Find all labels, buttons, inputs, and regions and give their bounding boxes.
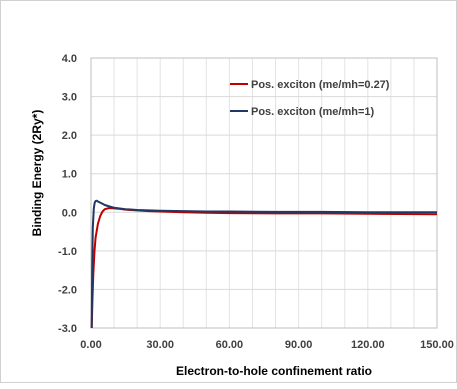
y-axis-title: Binding Energy (2Ry*) <box>30 110 44 237</box>
x-tick-label: 120.00 <box>351 339 385 351</box>
y-tick-label: 0.0 <box>62 207 77 219</box>
legend-label-series-1: Pos. exciton (me/mh=0.27) <box>251 79 390 91</box>
legend-label-series-2: Pos. exciton (me/mh=1) <box>251 106 375 118</box>
y-tick-label: 1.0 <box>62 169 77 181</box>
y-tick-label: -1.0 <box>58 246 77 258</box>
y-tick-label: 3.0 <box>62 92 77 104</box>
y-tick-label: 2.0 <box>62 130 77 142</box>
y-tick-label: -2.0 <box>58 284 77 296</box>
y-tick-label: 4.0 <box>62 53 77 65</box>
tick-labels: -3.0 -2.0 -1.0 0.0 1.0 2.0 3.0 4.0 0.00 30.00 60.0… <box>58 53 454 351</box>
series-line-1 <box>90 207 438 329</box>
x-tick-label: 60.00 <box>216 339 244 351</box>
y-tick-label: -3.0 <box>58 323 77 335</box>
legend: Pos. exciton (me/mh=0.27) Pos. exciton (… <box>230 79 390 118</box>
x-tick-label: 150.00 <box>420 339 454 351</box>
x-tick-label: 30.00 <box>146 339 174 351</box>
grid-layer <box>90 57 438 329</box>
series-line-2 <box>90 199 437 329</box>
x-axis-title: Electron-to-hole confinement ratio <box>176 364 372 378</box>
x-tick-label: 90.00 <box>285 339 313 351</box>
x-tick-label: 0.00 <box>80 339 101 351</box>
series-layer <box>90 199 438 329</box>
plot-area-border <box>90 57 438 329</box>
